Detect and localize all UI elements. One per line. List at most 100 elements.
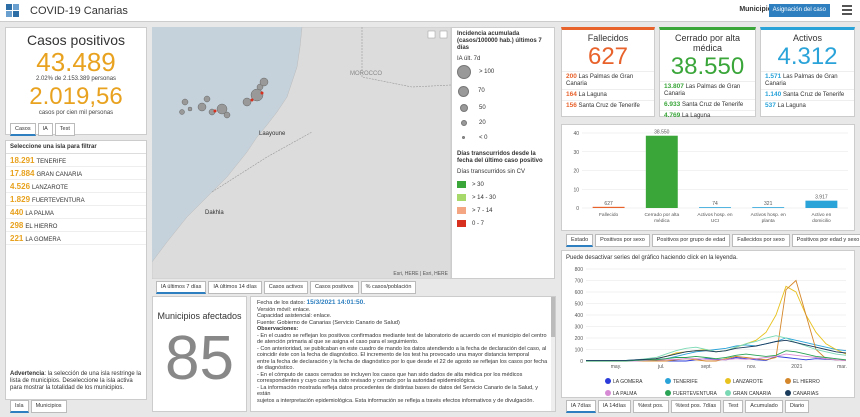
tab-positivos-sexo[interactable]: Positivos por sexo [595,234,650,247]
version-link[interactable]: Versión móvil: enlace. [257,306,311,313]
line-tabs: IA 7días IA 14días %test pos. %test pos.… [566,400,810,413]
tab-diario[interactable]: Diario [784,400,810,413]
casos-total: 43.489 [36,47,116,77]
series-line-canarias [586,339,847,361]
series-line-tenerife [586,337,847,361]
legend-label: LA PALMA [613,391,637,397]
activos-municipio-row: 1.571 Las Palmas de Gran Canaria [761,71,854,89]
legend-days-sub: Días transcurridos sin CV [457,169,526,175]
advertencia-text: Advertencia: la selección de una isla re… [10,371,142,391]
tab-ia[interactable]: IA [37,123,53,136]
legend-days-row: > 7 - 14 [457,204,549,217]
legend-item-el-hierro[interactable]: EL HIERRO [785,378,820,385]
tab-estado[interactable]: Estado [566,234,594,247]
line-ytick-label: 800 [575,267,584,273]
line-xtick-label: may. [611,364,621,370]
info-line: correspondientes y cuyo caso ha sido rev… [257,378,476,384]
bar-chart: 0 10 20 30 40 627 Fallecido 38.550 Cerrado por a… [573,130,848,224]
cerrado-municipio-row: 4.769 La Laguna [660,110,755,121]
island-row-fuerteventura[interactable]: 1.829 FUERTEVENTURA [6,193,146,206]
app-logo-icon [6,3,20,18]
legend-label: FUERTEVENTURA [673,391,717,397]
tab-test[interactable]: Test [723,400,744,413]
legend-marker [785,390,791,396]
tab-acumulado[interactable]: Acumulado [745,400,783,413]
tab-pct-poblacion[interactable]: % casos/población [360,281,417,294]
menu-icon[interactable] [842,5,852,16]
island-row-la-gomera[interactable]: 221 LA GOMERA [6,232,146,245]
casos-tabs: Casos IA Test [10,123,75,136]
tab-test-pos[interactable]: %test pos. [632,400,669,413]
line-ytick-label: 200 [575,336,584,342]
legend-item-fuerteventura[interactable]: FUERTEVENTURA [665,390,717,397]
legend-item-tenerife[interactable]: TENERIFE [665,378,698,385]
info-scrollbar[interactable] [551,297,555,411]
map-tabs: IA últimos 7 días IA últimos 14 días Cas… [156,281,417,294]
legend-item-la-gomera[interactable]: LA GOMERA [605,378,643,385]
card-fallecidos: Fallecidos 627 200 Las Palmas de Gran Ca… [561,27,655,117]
asignacion-button[interactable]: Asignación del caso [768,4,830,17]
line-chart-panel: Puede desactivar series del gráfico haci… [561,250,855,398]
legend-item-gran-canaria[interactable]: GRAN CANARIA [725,390,772,397]
legend-circle-row: < 0 [457,130,549,145]
capacidad-link[interactable]: Capacidad asistencial: enlace. [257,313,332,319]
legend-days-row: > 30 [457,178,549,191]
legend-marker [605,390,611,396]
tab-municipios[interactable]: Municipios [30,400,67,413]
tab-isla[interactable]: Isla [10,400,29,413]
legend-item-lanzarote[interactable]: LANZAROTE [725,378,764,385]
legend-label: GRAN CANARIA [733,391,772,397]
bar-ytick-label: 40 [573,131,579,137]
tab-test[interactable]: Test [54,123,75,136]
line-ytick-label: 100 [575,348,584,354]
bar-category-label: Activos hosp. en [751,212,787,218]
tab-ia-7[interactable]: IA últimos 7 días [156,281,207,294]
card-activos: Activos 4.312 1.571 Las Palmas de Gran C… [760,27,855,117]
bar-value-label: 74 [712,201,718,207]
legend-days-row: > 14 - 30 [457,191,549,204]
bar-1 [645,135,678,208]
casos-pct: 2.02% de 2.153.389 personas [35,76,117,82]
island-row-la-palma[interactable]: 440 LA PALMA [6,206,146,219]
island-row-tenerife[interactable]: 18.291 TENERIFE [6,154,146,167]
fuente-text: Fuente: Gobierno de Canarias (Servicio C… [257,319,400,326]
tab-ia-14dias[interactable]: IA 14días [597,400,631,413]
tab-test-pos-7[interactable]: %test pos. 7días [670,400,722,413]
legend-marker [785,378,791,384]
tab-ia-7dias[interactable]: IA 7días [566,400,596,413]
cerrado-title: Cerrado por alta médica [674,33,741,53]
info-line: - En el cuadro se reflejan los positivos… [257,332,547,339]
tab-casos-activos[interactable]: Casos activos [263,281,309,294]
tab-casos-positivos[interactable]: Casos positivos [310,281,359,294]
island-row-lanzarote[interactable]: 4.526 LANZAROTE [6,180,146,193]
tab-fallecidos-sexo[interactable]: Fallecidos por sexo [732,234,790,247]
line-ytick-label: 0 [580,359,583,365]
info-line: de diagnóstico. [257,365,294,371]
info-line: - Con anterioridad, se publicaban en est… [257,345,547,352]
islands-header: Seleccione una isla para filtrar [6,141,146,154]
island-row-gran-canaria[interactable]: 17.884 GRAN CANARIA [6,167,146,180]
bar-ytick-label: 30 [573,150,579,156]
municipios-panel: Municipios afectados 85 [152,296,247,412]
island-row-el-hierro[interactable]: 298 EL HIERRO [6,219,146,232]
legend-label: TENERIFE [673,379,698,385]
cerrado-municipio-row: 6.933 Santa Cruz de Tenerife [660,99,755,110]
legend-label: EL HIERRO [793,379,820,385]
legend-days-title: Días transcurridos desde la fecha del úl… [457,151,543,164]
tab-positivos-edad-sexo[interactable]: Positivos por edad y sexo [791,234,860,247]
line-ytick-label: 400 [575,313,584,319]
tab-casos[interactable]: Casos [10,123,36,136]
casos-title: Casos positivos [26,32,126,48]
line-xtick-label: jul. [657,364,664,370]
bar-2 [699,207,731,208]
tab-positivos-edad[interactable]: Positivos por grupo de edad [651,234,731,247]
legend-item-la-palma[interactable]: LA PALMA [605,390,637,397]
legend-item-canarias[interactable]: CANARIAS [785,390,819,397]
tab-ia-14[interactable]: IA últimos 14 días [208,281,262,294]
island-tabs: Isla Municipios [10,400,67,413]
line-ytick-label: 500 [575,302,584,308]
info-panel: Fecha de los datos: 15/3/2021 14:01:50. … [250,296,556,412]
bar-ytick-label: 10 [573,187,579,193]
legend-marker [665,378,671,384]
map-view[interactable]: MOROCCO Laayoune Dakhla Esri, HERE | Esr… [152,27,451,279]
